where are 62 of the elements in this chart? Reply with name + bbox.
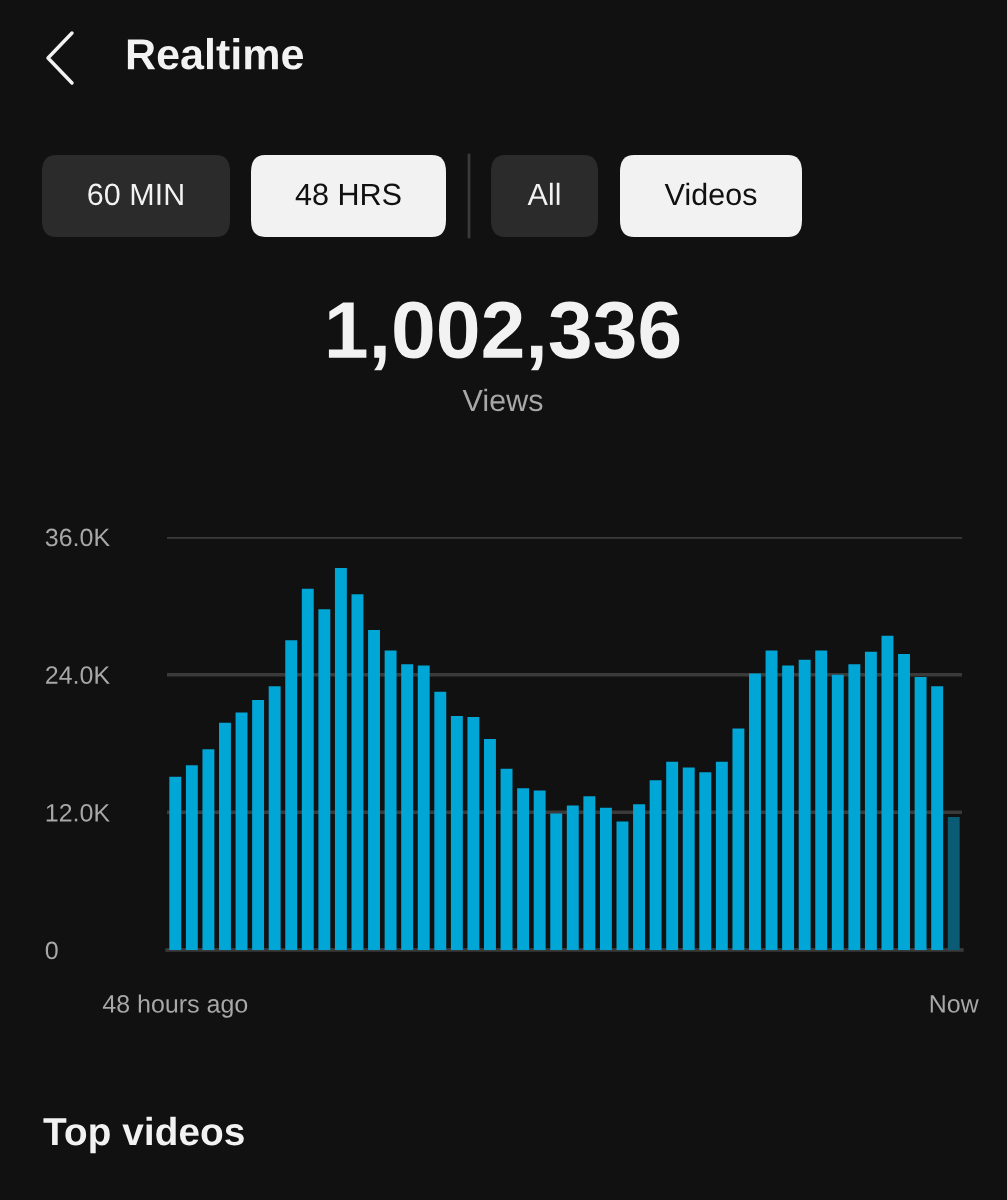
bar (434, 691, 447, 950)
bar (666, 761, 679, 950)
bar (931, 686, 944, 950)
bar (616, 821, 629, 950)
bar (649, 780, 662, 950)
bar (715, 761, 728, 950)
bar (633, 804, 645, 950)
bar (864, 651, 877, 950)
y-tick-label: 0 (45, 941, 58, 960)
x-tick-label: 48 hours ago (102, 994, 248, 1018)
bar (202, 749, 215, 950)
bar (417, 665, 430, 950)
bar (401, 664, 414, 950)
bar (450, 715, 463, 950)
text: 60 MIN (88, 183, 183, 206)
bar (782, 665, 795, 950)
y-tick-label: 36.0K (45, 528, 110, 547)
bar (517, 788, 530, 950)
bar (185, 765, 198, 950)
bar (914, 676, 927, 950)
bar (235, 712, 248, 950)
bar (301, 588, 314, 950)
bar (351, 594, 364, 950)
bar (583, 796, 596, 950)
text: Views (462, 388, 543, 412)
bar (334, 567, 347, 950)
x-tick-label: Now (930, 995, 979, 1013)
bar (699, 772, 712, 950)
text: Top videos (43, 1116, 244, 1154)
bar (252, 699, 265, 950)
bar (219, 722, 231, 950)
bar (599, 807, 612, 950)
bar (285, 640, 298, 950)
text: 48 HRS (295, 183, 401, 206)
bar (765, 650, 778, 950)
bar (384, 650, 397, 950)
bar (368, 629, 380, 950)
y-tick-label: 12.0K (46, 803, 110, 822)
bar (848, 664, 861, 950)
text: Videos (664, 182, 757, 206)
bar (798, 659, 811, 950)
bar (749, 673, 761, 950)
bar (268, 686, 281, 950)
bar (533, 790, 546, 950)
bar (682, 767, 695, 950)
chart-title: Realtime (127, 37, 304, 70)
y-tick-label: 24.0K (46, 666, 110, 684)
bar (566, 805, 579, 950)
bar (467, 717, 480, 950)
bar (500, 768, 513, 950)
bar (732, 728, 745, 950)
bar (947, 816, 960, 950)
bar (898, 654, 910, 950)
bar (550, 813, 563, 950)
bar (169, 776, 182, 950)
bar (484, 738, 496, 950)
bar (831, 674, 844, 950)
bar (815, 650, 828, 950)
text: All (527, 182, 560, 205)
bar (318, 609, 331, 950)
text: 1,002,336 (328, 301, 680, 371)
bar (881, 635, 894, 950)
